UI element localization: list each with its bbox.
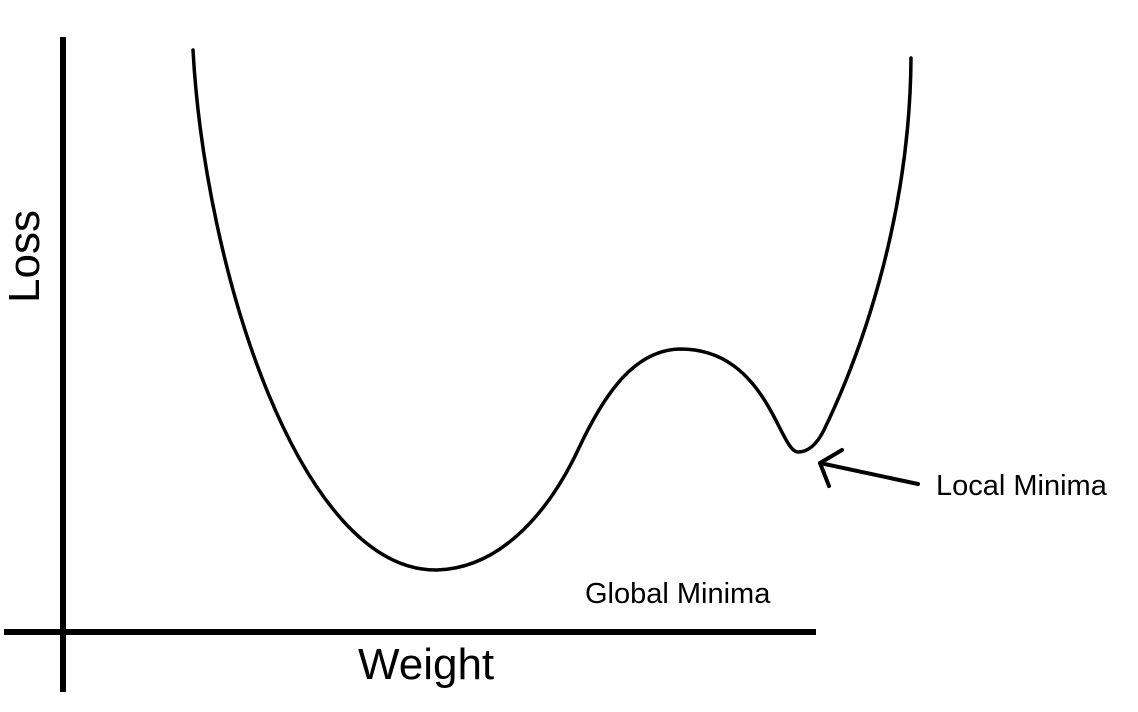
local-minima-arrow — [818, 448, 920, 488]
x-axis-label: Weight — [358, 640, 494, 689]
global-minima-label: Global Minima — [585, 578, 771, 610]
y-axis-label: Loss — [0, 210, 49, 303]
loss-curve — [191, 48, 913, 572]
local-minima-label: Local Minima — [936, 470, 1108, 502]
